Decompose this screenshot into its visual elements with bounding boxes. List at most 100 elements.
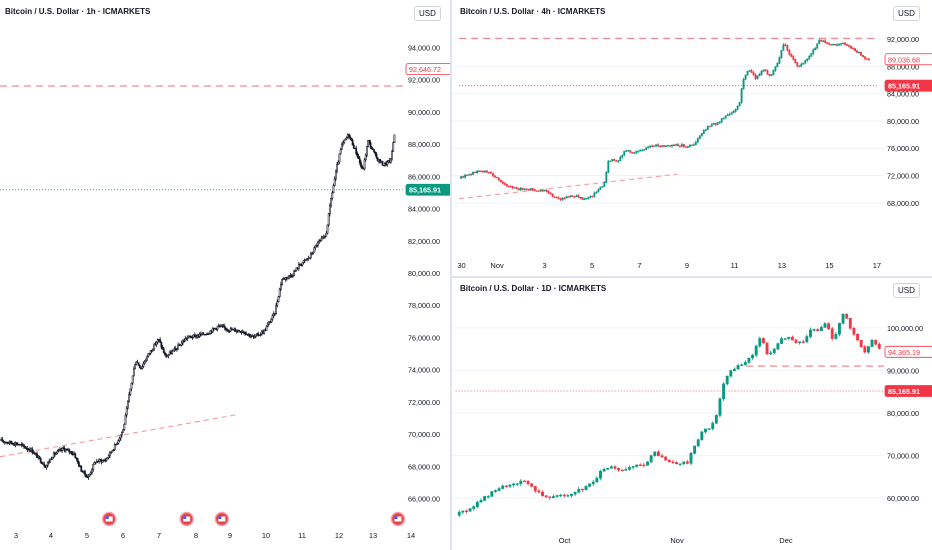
candle[interactable] <box>318 240 321 243</box>
candle[interactable] <box>696 439 700 447</box>
candle[interactable] <box>128 394 130 403</box>
candle[interactable] <box>166 355 169 358</box>
candle[interactable] <box>675 462 678 465</box>
candle[interactable] <box>619 156 622 162</box>
candle[interactable] <box>700 133 703 137</box>
candle[interactable] <box>464 174 467 178</box>
candle[interactable] <box>714 415 718 424</box>
candle[interactable] <box>722 383 726 400</box>
candle[interactable] <box>794 58 797 64</box>
candle[interactable] <box>511 186 514 189</box>
candle[interactable] <box>629 150 632 153</box>
candle[interactable] <box>191 337 194 339</box>
candle[interactable] <box>109 451 111 457</box>
candle[interactable] <box>760 71 763 75</box>
candle[interactable] <box>563 197 566 200</box>
candle[interactable] <box>778 57 781 64</box>
candle[interactable] <box>595 191 598 194</box>
candle[interactable] <box>607 160 610 173</box>
candle[interactable] <box>746 70 749 76</box>
candle[interactable] <box>863 346 867 353</box>
candle[interactable] <box>832 43 835 46</box>
candle[interactable] <box>278 288 281 297</box>
candle[interactable] <box>321 237 324 239</box>
candle[interactable] <box>235 330 238 333</box>
candle[interactable] <box>830 44 833 46</box>
candle[interactable] <box>155 342 158 345</box>
candle[interactable] <box>293 271 295 276</box>
candle[interactable] <box>374 151 377 155</box>
candle[interactable] <box>343 139 346 143</box>
candle[interactable] <box>704 428 707 433</box>
candle[interactable] <box>527 188 530 191</box>
candle[interactable] <box>513 187 516 189</box>
candle[interactable] <box>646 461 649 466</box>
candle[interactable] <box>645 147 648 150</box>
candle[interactable] <box>328 204 331 215</box>
candle[interactable] <box>738 102 741 107</box>
candle[interactable] <box>125 407 128 416</box>
candle[interactable] <box>484 170 486 173</box>
candle[interactable] <box>279 284 282 290</box>
candle[interactable] <box>818 39 821 45</box>
candle[interactable] <box>332 185 335 194</box>
candle[interactable] <box>340 143 343 150</box>
candle[interactable] <box>551 193 554 198</box>
candle[interactable] <box>351 139 354 146</box>
candle[interactable] <box>661 145 663 147</box>
candle[interactable] <box>263 329 266 334</box>
candle[interactable] <box>692 144 695 146</box>
candle[interactable] <box>270 318 273 323</box>
candle[interactable] <box>110 451 113 454</box>
candle[interactable] <box>505 184 508 187</box>
candle[interactable] <box>707 428 711 430</box>
candle[interactable] <box>386 161 389 166</box>
candle[interactable] <box>105 458 108 461</box>
candle[interactable] <box>716 122 719 125</box>
candle[interactable] <box>577 488 581 493</box>
candle[interactable] <box>61 447 64 451</box>
candle[interactable] <box>490 491 494 497</box>
candle[interactable] <box>361 166 364 169</box>
candle[interactable] <box>633 152 636 154</box>
candle[interactable] <box>659 145 661 148</box>
candle[interactable] <box>682 144 685 147</box>
candle[interactable] <box>372 148 374 151</box>
candle[interactable] <box>547 191 550 194</box>
candle[interactable] <box>579 196 582 199</box>
candle[interactable] <box>765 342 769 355</box>
candle[interactable] <box>537 190 540 192</box>
candle[interactable] <box>842 42 844 45</box>
candle[interactable] <box>326 224 329 234</box>
candle[interactable] <box>253 336 256 338</box>
candle[interactable] <box>688 144 691 148</box>
pane-divider-vertical[interactable] <box>450 0 452 550</box>
candle[interactable] <box>48 461 50 464</box>
candle[interactable] <box>49 458 52 463</box>
candle[interactable] <box>744 74 747 80</box>
candle[interactable] <box>838 323 841 335</box>
candle[interactable] <box>515 483 519 485</box>
candle[interactable] <box>649 145 652 148</box>
candle[interactable] <box>12 443 15 445</box>
candle[interactable] <box>248 333 251 337</box>
candle[interactable] <box>350 137 353 141</box>
candle[interactable] <box>702 130 705 134</box>
candle[interactable] <box>545 189 548 192</box>
candle[interactable] <box>641 149 644 152</box>
candle[interactable] <box>45 465 48 468</box>
candle[interactable] <box>297 264 300 269</box>
candle[interactable] <box>24 446 27 449</box>
candle[interactable] <box>685 461 689 464</box>
candle[interactable] <box>601 186 604 188</box>
candle[interactable] <box>392 142 395 152</box>
candle[interactable] <box>272 312 275 316</box>
candle[interactable] <box>311 253 313 255</box>
candle[interactable] <box>588 483 592 487</box>
candle[interactable] <box>325 232 328 237</box>
candle[interactable] <box>141 366 144 369</box>
candle[interactable] <box>172 349 175 352</box>
candle[interactable] <box>234 328 237 332</box>
candle[interactable] <box>331 192 334 199</box>
candle[interactable] <box>671 461 675 464</box>
